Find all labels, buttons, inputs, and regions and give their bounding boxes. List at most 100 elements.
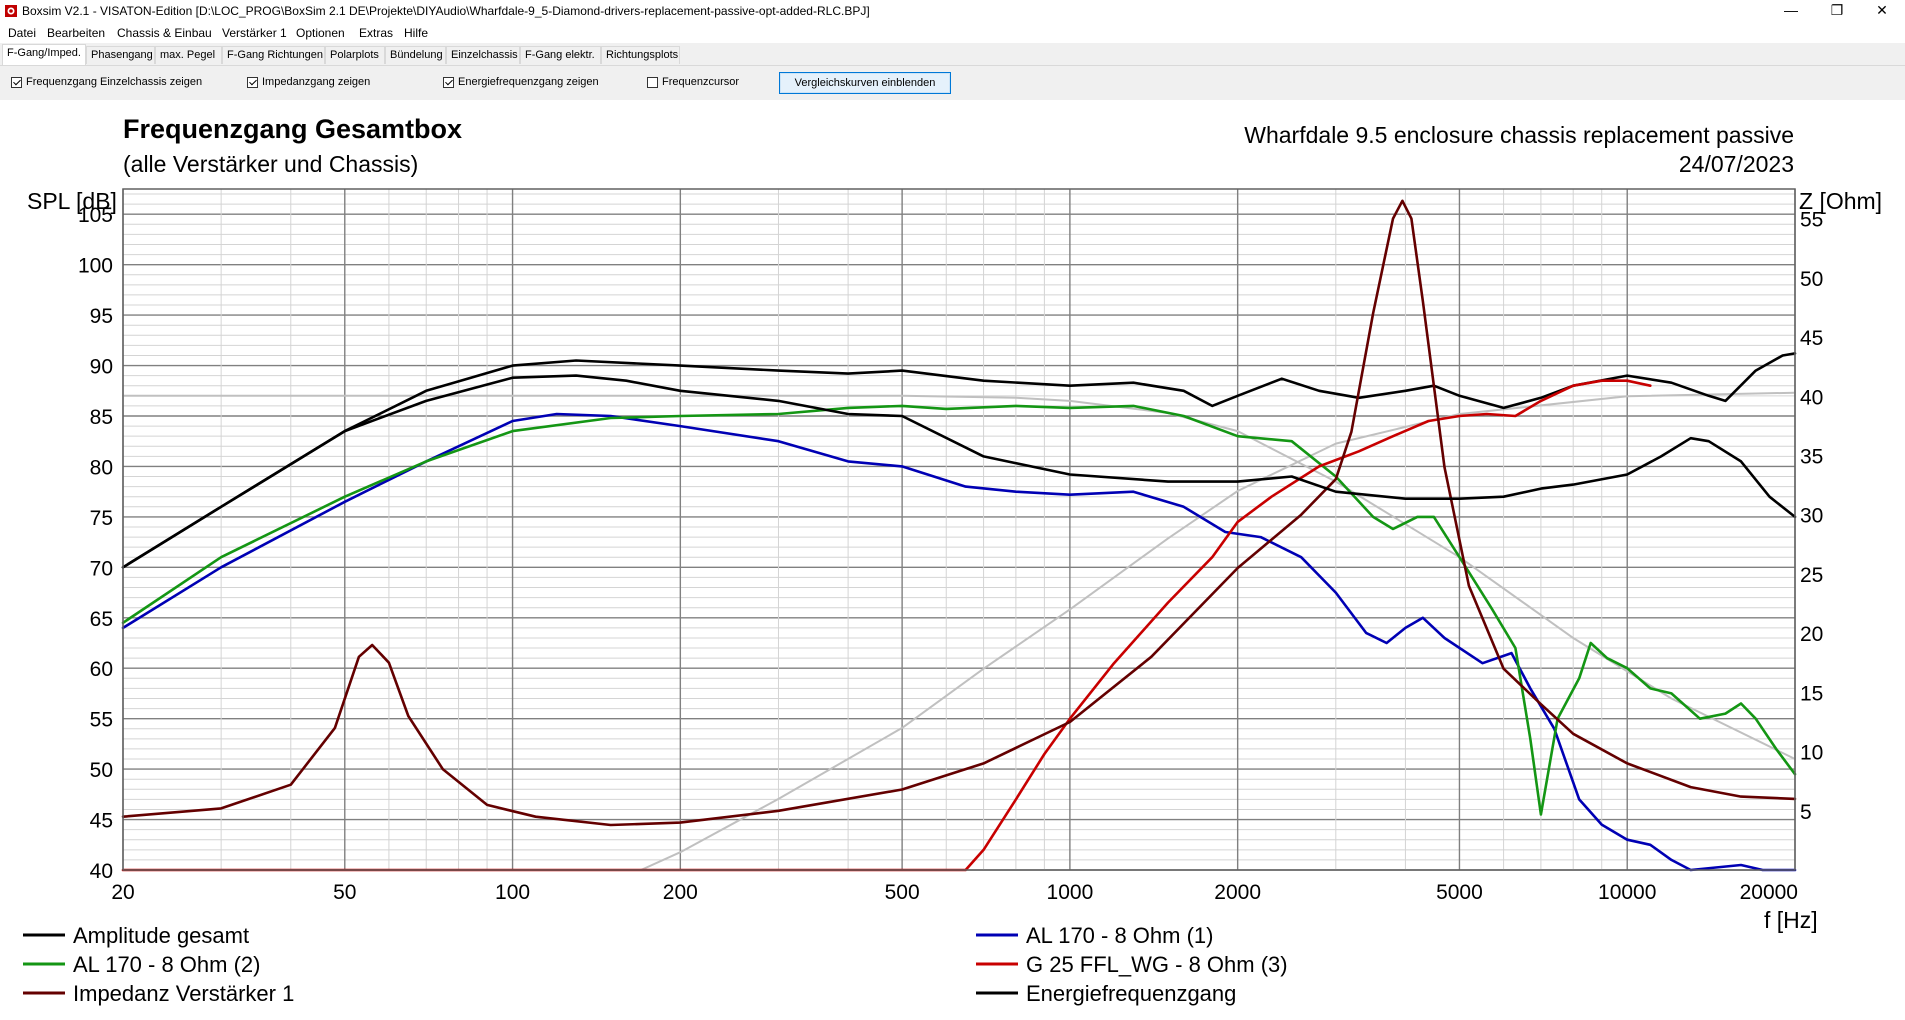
series-al-170-8-ohm-2 [121, 404, 1797, 816]
tab-phasengang[interactable]: Phasengang [86, 46, 155, 64]
x-tick-label: 500 [885, 881, 920, 904]
legend-label: Impedanz Verstärker 1 [73, 981, 294, 1006]
checkbox-frequenzcursor[interactable]: Frequenzcursor [647, 76, 739, 88]
y-left-tick-label: 80 [90, 456, 113, 479]
y-left-tick-label: 45 [90, 810, 113, 833]
x-tick-label: 50 [333, 881, 356, 904]
menu-chassis-einbau[interactable]: Chassis & Einbau [117, 26, 212, 40]
project-date: 24/07/2023 [1679, 151, 1794, 177]
y-right-tick-label: 40 [1800, 386, 1823, 409]
y-left-tick-label: 40 [90, 860, 113, 883]
tab-buendelung[interactable]: Bündelung [385, 46, 446, 64]
checkbox-energiefrequenzgang-label: Energiefrequenzgang zeigen [458, 76, 599, 88]
tab-f-gang-richtungen[interactable]: F-Gang Richtungen [222, 46, 325, 64]
window-title: Boxsim V2.1 - VISATON-Edition [D:\LOC_PR… [22, 4, 870, 18]
y-axis-right-label: Z [Ohm] [1799, 188, 1882, 214]
chart-title: Frequenzgang Gesamtbox [123, 114, 462, 144]
series-g-25-ffl-wg-8-ohm-3 [121, 379, 1652, 872]
tab-polarplots[interactable]: Polarplots [325, 46, 385, 64]
tab-max-pegel[interactable]: max. Pegel [155, 46, 222, 64]
y-right-tick-label: 25 [1800, 564, 1823, 587]
x-axis-label: f [Hz] [1764, 907, 1818, 933]
checkbox-einzelchassis-label: Frequenzgang Einzelchassis zeigen [26, 76, 203, 88]
y-right-tick-label: 10 [1800, 742, 1823, 765]
menu-extras[interactable]: Extras [359, 26, 394, 40]
x-tick-label: 2000 [1214, 881, 1261, 904]
menu-verstaerker[interactable]: Verstärker 1 [222, 26, 287, 40]
y-left-tick-label: 70 [90, 557, 113, 580]
close-icon: ✕ [1876, 2, 1888, 18]
y-right-tick-label: 20 [1800, 623, 1823, 646]
y-right-tick-label: 45 [1800, 327, 1823, 350]
boxsim-app-icon [5, 5, 17, 17]
y-left-tick-label: 50 [90, 759, 113, 782]
close-button[interactable]: ✕ [1859, 0, 1905, 22]
chart-subtitle: (alle Verstärker und Chassis) [123, 151, 418, 177]
tab-bar: F-Gang/Imped. Phasengang max. Pegel F-Ga… [0, 43, 1905, 66]
checkbox-energiefrequenzgang[interactable]: Energiefrequenzgang zeigen [443, 76, 599, 88]
x-tick-label: 1000 [1047, 881, 1094, 904]
x-tick-label: 20000 [1740, 881, 1798, 904]
y-axis-left-label: SPL [dB] [27, 188, 117, 214]
tab-f-gang-imped[interactable]: F-Gang/Imped. [2, 44, 86, 65]
y-left-tick-label: 60 [90, 658, 113, 681]
checkbox-einzelchassis[interactable]: Frequenzgang Einzelchassis zeigen [11, 76, 202, 88]
x-tick-label: 10000 [1598, 881, 1656, 904]
compare-curves-button[interactable]: Vergleichskurven einblenden [779, 72, 951, 94]
project-name: Wharfdale 9.5 enclosure chassis replacem… [1244, 122, 1794, 148]
legend-label: AL 170 - 8 Ohm (1) [1026, 923, 1213, 948]
series-energiefrequenzgang [121, 374, 1797, 569]
minimize-button[interactable]: — [1768, 0, 1814, 22]
y-right-tick-label: 30 [1800, 505, 1823, 528]
y-right-tick-label: 55 [1800, 209, 1823, 232]
chart-curves [121, 199, 1797, 872]
menu-datei[interactable]: Datei [8, 26, 37, 40]
restore-button[interactable]: ❐ [1814, 0, 1860, 22]
y-left-tick-label: 90 [90, 356, 113, 379]
x-tick-label: 200 [663, 881, 698, 904]
y-left-tick-label: 55 [90, 709, 113, 732]
chart-grid [122, 189, 1796, 871]
x-tick-label: 100 [495, 881, 530, 904]
legend-label: G 25 FFL_WG - 8 Ohm (3) [1026, 952, 1288, 977]
chart-legend: Amplitude gesamt AL 170 - 8 Ohm (1) AL 170… [23, 923, 1288, 1006]
y-left-tick-label: 65 [90, 608, 113, 631]
menu-bearbeiten[interactable]: Bearbeiten [47, 26, 106, 40]
series-reference-curve [640, 391, 1796, 871]
y-left-tick-label: 100 [78, 255, 113, 278]
y-right-tick-label: 35 [1800, 445, 1823, 468]
y-left-tick-label: 95 [90, 305, 113, 328]
checkbox-impedanzgang-box[interactable] [247, 76, 258, 88]
y-left-tick-label: 105 [78, 204, 113, 227]
menu-hilfe[interactable]: Hilfe [404, 26, 429, 40]
plot-frame [122, 188, 1796, 871]
checkbox-energiefrequenzgang-box[interactable] [443, 76, 454, 88]
series-impedanz-verst-rker-1 [121, 199, 1797, 827]
x-tick-label: 5000 [1436, 881, 1483, 904]
window-titlebar: Boxsim V2.1 - VISATON-Edition [D:\LOC_PR… [0, 0, 1905, 22]
checkbox-frequenzcursor-box[interactable] [647, 76, 658, 88]
minimize-icon: — [1784, 2, 1798, 18]
y-left-tick-label: 85 [90, 406, 113, 429]
checkbox-impedanzgang-label: Impedanzgang zeigen [262, 76, 371, 88]
frequency-response-chart: Frequenzgang Gesamtbox (alle Verstärker … [23, 114, 1882, 1006]
checkbox-einzelchassis-box[interactable] [11, 76, 22, 88]
tab-richtungsplots[interactable]: Richtungsplots [601, 46, 680, 64]
legend-label: Energiefrequenzgang [1026, 981, 1236, 1006]
y-right-tick-label: 15 [1800, 682, 1823, 705]
series-amplitude-gesamt [121, 352, 1797, 569]
checkbox-frequenzcursor-label: Frequenzcursor [662, 76, 740, 88]
x-tick-label: 20 [111, 881, 134, 904]
legend-label: AL 170 - 8 Ohm (2) [73, 952, 260, 977]
y-right-tick-label: 5 [1800, 801, 1812, 824]
menu-bar: Datei Bearbeiten Chassis & Einbau Verstä… [0, 22, 1905, 43]
options-bar: Frequenzgang Einzelchassis zeigen Impeda… [0, 66, 1905, 100]
legend-label: Amplitude gesamt [73, 923, 249, 948]
menu-optionen[interactable]: Optionen [296, 26, 345, 40]
chart-ticks: 1051009590858075706560555045405550454035… [78, 204, 1823, 904]
tab-einzelchassis[interactable]: Einzelchassis [446, 46, 520, 64]
y-right-tick-label: 50 [1800, 268, 1823, 291]
restore-icon: ❐ [1830, 2, 1844, 18]
tab-f-gang-elektr[interactable]: F-Gang elektr. [520, 46, 601, 64]
checkbox-impedanzgang[interactable]: Impedanzgang zeigen [247, 76, 370, 88]
